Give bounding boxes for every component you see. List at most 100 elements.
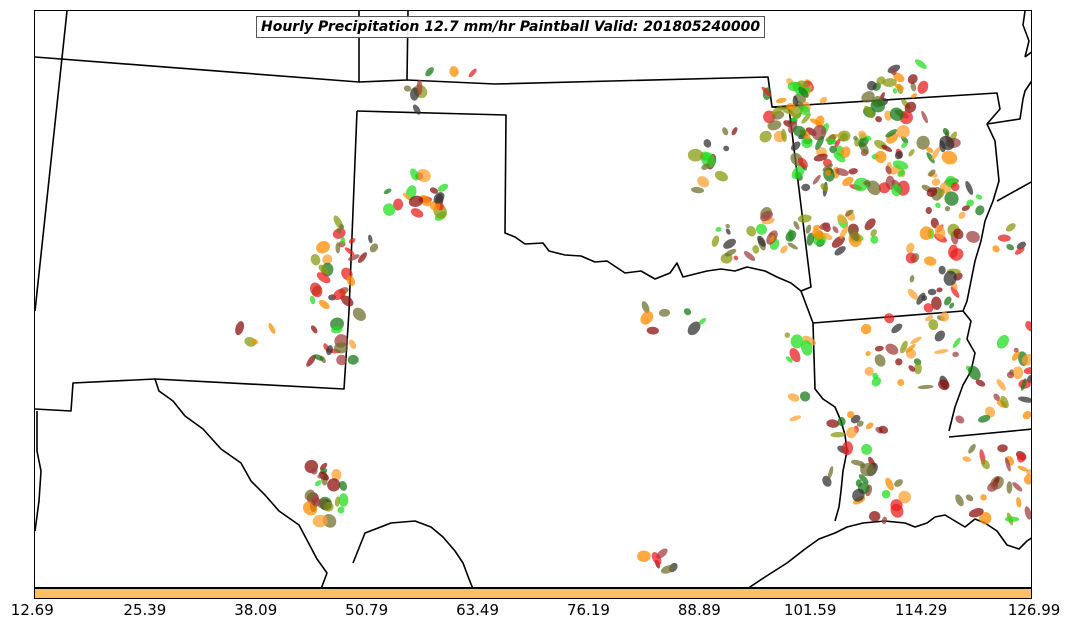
precip-blob xyxy=(309,295,316,305)
precip-blob xyxy=(890,503,904,518)
precip-blob xyxy=(801,340,813,356)
precip-blob xyxy=(812,224,821,231)
precip-blob xyxy=(863,179,870,185)
precip-blob xyxy=(833,152,846,163)
precip-blob xyxy=(961,205,970,212)
state-boundary xyxy=(35,11,68,312)
precip-blob xyxy=(865,135,872,141)
precip-blob xyxy=(926,187,938,197)
precip-blob xyxy=(410,168,419,181)
precip-blob xyxy=(369,243,379,253)
precip-blob xyxy=(310,253,321,266)
precip-blob xyxy=(319,462,328,471)
precip-blob xyxy=(822,232,833,241)
precip-blob xyxy=(322,254,333,265)
precip-blob xyxy=(866,180,881,196)
precip-blob xyxy=(881,144,893,152)
precip-blob xyxy=(711,235,720,247)
precip-blob xyxy=(769,235,775,243)
precip-blob xyxy=(733,255,739,261)
precip-blob xyxy=(336,228,342,234)
precip-blob xyxy=(1016,496,1022,508)
precip-blob xyxy=(660,565,674,574)
precip-blob xyxy=(897,169,906,177)
precip-blob xyxy=(646,326,659,335)
precip-blob xyxy=(825,169,832,176)
precip-blob xyxy=(870,229,877,237)
precip-blob xyxy=(848,227,860,242)
precip-blob xyxy=(858,130,867,139)
precip-blob xyxy=(1023,367,1031,375)
precip-blob xyxy=(799,105,811,116)
precip-blob xyxy=(797,157,808,169)
precip-blob xyxy=(996,335,1009,349)
precip-blob xyxy=(787,242,798,250)
precip-blob xyxy=(348,237,356,244)
precip-blob xyxy=(819,222,830,230)
precip-blob xyxy=(939,135,955,151)
precip-blob xyxy=(383,188,392,195)
precip-blob xyxy=(317,473,325,479)
precip-blob xyxy=(874,354,886,367)
precip-blob xyxy=(895,358,903,366)
colorbar-tick-label: 114.29 xyxy=(894,601,948,619)
precip-blob xyxy=(1012,366,1024,380)
coastline xyxy=(748,514,1031,587)
precip-blob xyxy=(840,133,848,142)
precip-blob xyxy=(905,252,917,264)
precip-blob xyxy=(725,228,731,235)
precip-blob xyxy=(885,165,892,175)
precip-blob xyxy=(812,228,825,240)
precip-blob xyxy=(941,150,958,165)
precip-blob xyxy=(832,226,839,234)
precip-blob xyxy=(950,286,960,298)
precip-blob xyxy=(837,214,848,225)
precip-blob xyxy=(890,68,897,76)
precip-blob xyxy=(759,130,772,143)
precip-blob xyxy=(827,466,834,480)
precip-blob xyxy=(825,138,838,145)
state-boundary xyxy=(996,181,1031,202)
precip-blob xyxy=(919,226,933,241)
colorbar-tick-label: 38.09 xyxy=(234,601,278,619)
precip-blob xyxy=(894,479,903,487)
state-boundary xyxy=(948,428,1031,438)
precip-blob xyxy=(1020,378,1027,391)
precip-blob xyxy=(691,186,704,194)
precip-blob xyxy=(952,351,959,358)
state-boundary xyxy=(800,290,848,522)
precip-blob xyxy=(931,296,942,310)
precip-blob xyxy=(993,393,1001,401)
precip-blob xyxy=(908,365,916,372)
precip-blob xyxy=(885,477,894,491)
precip-blob xyxy=(834,138,841,148)
precip-blob xyxy=(815,115,825,128)
state-boundary xyxy=(1024,51,1031,58)
precip-blob xyxy=(813,153,828,162)
precip-blob xyxy=(425,67,434,77)
precip-blob xyxy=(914,59,927,69)
precip-blob xyxy=(784,332,791,338)
precip-blob xyxy=(687,148,704,162)
precip-blob xyxy=(251,338,259,345)
precip-blob xyxy=(793,221,800,230)
precip-blob xyxy=(871,376,882,387)
precip-blob xyxy=(943,270,957,286)
precip-blob xyxy=(1026,469,1031,476)
precip-blob xyxy=(304,489,315,501)
precip-blob xyxy=(968,365,981,381)
precip-blob xyxy=(327,478,341,492)
colorbar xyxy=(34,588,1032,599)
precip-blob xyxy=(805,224,812,234)
precip-blob xyxy=(837,416,846,427)
precip-blob xyxy=(348,339,357,349)
precip-blob xyxy=(799,391,811,402)
precip-blob xyxy=(907,74,918,85)
precip-blob xyxy=(910,336,922,345)
precip-blob xyxy=(419,195,431,207)
precip-blob xyxy=(1012,482,1023,492)
precip-blob xyxy=(904,101,917,114)
precip-blob xyxy=(812,174,821,185)
precip-blob xyxy=(348,254,360,261)
precip-blob xyxy=(651,552,662,566)
